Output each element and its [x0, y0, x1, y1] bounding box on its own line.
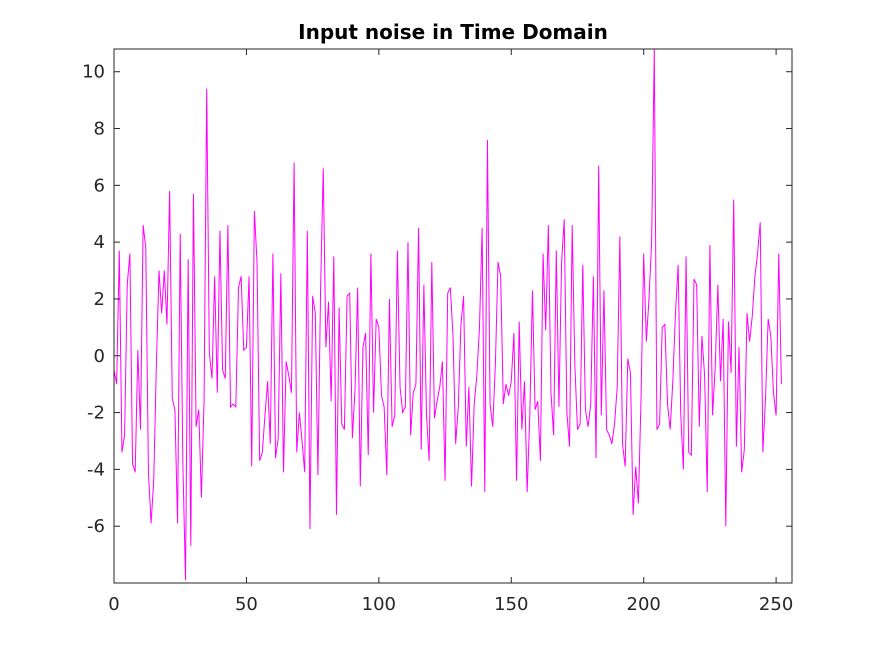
series-line-1 [114, 49, 782, 581]
y-tick-label: 2 [94, 289, 105, 310]
y-tick-label: 10 [82, 62, 105, 83]
x-tick-label: 250 [759, 594, 793, 615]
plot-area: 0 50 100 150 200 250 -6 -4 -2 0 2 4 6 8 10 [82, 48, 793, 615]
y-tick-label: 0 [94, 346, 105, 367]
axes-box [113, 48, 793, 584]
y-tick-label: 8 [94, 119, 105, 140]
y-tick-label: 4 [94, 232, 105, 253]
x-tick-label: 50 [235, 594, 258, 615]
chart-title: Input noise in Time Domain [298, 20, 608, 44]
y-tick-label: -4 [87, 459, 105, 480]
x-tick-label: 150 [494, 594, 528, 615]
y-tick-label: 6 [94, 175, 105, 196]
y-tick-label: -2 [87, 403, 105, 424]
x-tick-label: 100 [362, 594, 396, 615]
x-tick-label: 200 [627, 594, 661, 615]
x-tick-label: 0 [108, 594, 119, 615]
y-tick-label: -6 [87, 516, 105, 537]
